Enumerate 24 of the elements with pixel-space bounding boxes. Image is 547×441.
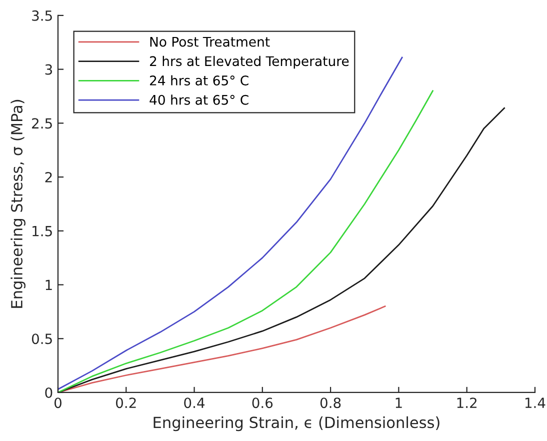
x-tick-label: 0.2 [116,398,136,408]
legend-label: 40 hrs at 65° C [150,94,248,105]
x-tick-label: 1.4 [525,398,546,408]
line-series [58,56,403,390]
x-tick-label: 1.2 [457,398,476,408]
y-tick-label: 2 [45,172,52,182]
legend-label: No Post Treatment [150,36,270,47]
x-tick-label: 0 [54,398,62,408]
legend-label: 24 hrs at 65° C [150,75,248,86]
y-tick-label: 1.5 [32,226,52,236]
y-tick-label: 0 [45,387,52,398]
y-tick-label: 3 [45,64,52,75]
y-tick-label: 3.5 [32,10,52,21]
y-tick-label: 2.5 [32,118,52,129]
x-tick-label: 1 [396,398,402,408]
line-series [58,90,434,392]
x-axis-title: Engineering Strain, ϵ (Dimensionless) [154,416,440,432]
x-tick-label: 0.8 [320,398,341,408]
y-axis-title: Engineering Stress, σ (MPa) [10,100,26,308]
x-tick-label: 0.6 [252,398,273,408]
y-tick-label: 1 [46,280,52,290]
x-tick-label: 0.4 [184,398,205,408]
legend-label: 2 hrs at Elevated Temperature [150,56,349,69]
y-tick-label: 0.5 [32,334,52,344]
